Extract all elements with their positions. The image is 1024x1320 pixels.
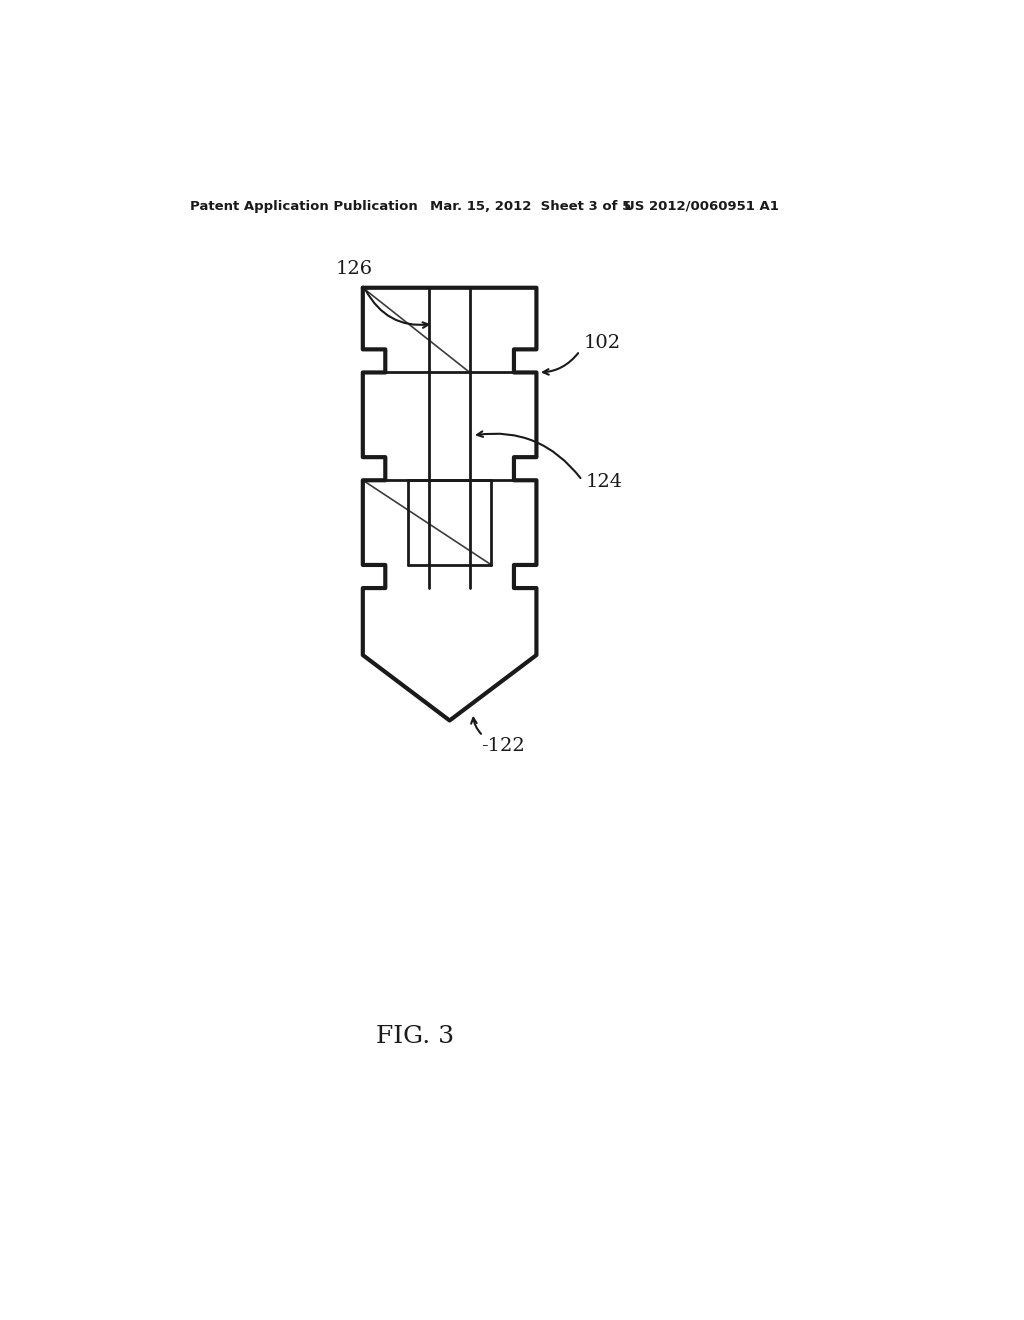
Text: FIG. 3: FIG. 3	[376, 1024, 454, 1048]
Text: US 2012/0060951 A1: US 2012/0060951 A1	[624, 199, 779, 213]
Text: -122: -122	[481, 738, 525, 755]
Text: Mar. 15, 2012  Sheet 3 of 5: Mar. 15, 2012 Sheet 3 of 5	[430, 199, 632, 213]
Text: 124: 124	[586, 473, 623, 491]
Text: 126: 126	[336, 260, 373, 277]
Text: 102: 102	[584, 334, 621, 352]
Text: Patent Application Publication: Patent Application Publication	[190, 199, 418, 213]
